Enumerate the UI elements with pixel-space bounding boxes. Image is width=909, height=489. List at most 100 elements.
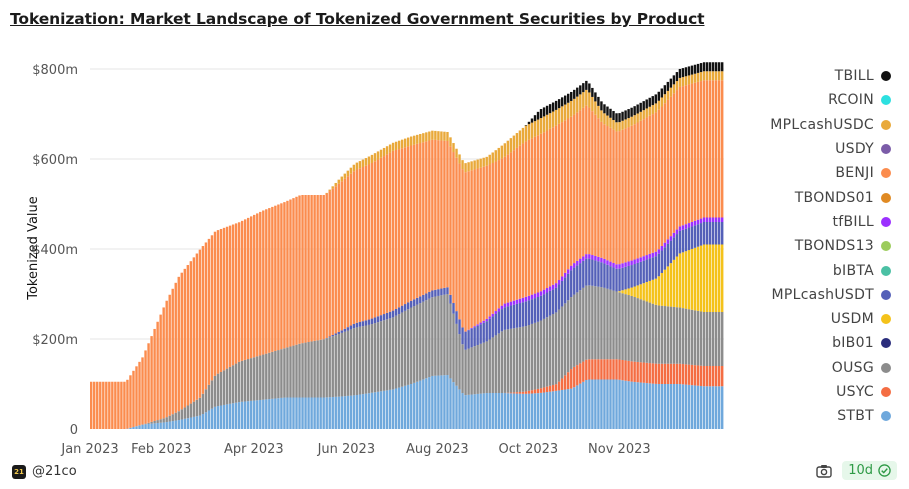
bar-segment-STBT — [159, 422, 162, 429]
bar-segment-MPLcashUSDT — [585, 258, 588, 286]
bar-segment-MPLcashUSDT — [678, 230, 682, 254]
bar-segment-STBT — [407, 384, 410, 429]
series-MPLcashUSDT[interactable] — [325, 222, 724, 350]
legend-item-tfbill[interactable]: tfBILL — [770, 210, 891, 234]
bar-segment-STBT — [147, 423, 150, 429]
bar-segment-MPLcashUSDC — [554, 109, 558, 126]
camera-icon[interactable] — [816, 464, 832, 478]
bar-segment-MPLcashUSDT — [648, 258, 651, 281]
bar-segment-STBT — [283, 397, 286, 429]
legend-item-stbt[interactable]: STBT — [770, 404, 891, 428]
bar-segment-MPLcashUSDT — [545, 292, 549, 318]
legend-item-bibta[interactable]: bIBTA — [770, 258, 891, 282]
bar-segment-STBT — [256, 400, 259, 429]
bar-segment-tfBILL — [539, 291, 543, 296]
bar-segment-BENJI — [536, 135, 540, 293]
bar-segment-STBT — [654, 383, 657, 429]
bar-segment-BENJI — [470, 170, 473, 328]
bar-segment-STBT — [567, 389, 570, 429]
bar-segment-tfBILL — [609, 261, 612, 267]
series-USDM[interactable] — [618, 244, 724, 313]
x-tick-label: Jan 2023 — [60, 442, 118, 457]
bar-segment-BENJI — [449, 146, 452, 295]
bar-segment-MPLcashUSDC — [630, 116, 633, 126]
bar-segment-STBT — [669, 384, 673, 429]
bar-segment-TBILL — [621, 111, 624, 121]
bar-segment-BENJI — [696, 81, 700, 220]
series-tfBILL[interactable] — [464, 217, 724, 332]
bar-segment-OUSG — [563, 303, 567, 376]
bar-segment-STBT — [204, 412, 208, 429]
bar-segment-MPLcashUSDT — [681, 229, 685, 253]
bar-segment-STBT — [189, 417, 193, 429]
legend-item-tbill[interactable]: TBILL — [770, 64, 891, 88]
legend-item-mplcashusdt[interactable]: MPLcashUSDT — [770, 283, 891, 307]
bar-segment-MPLcashUSDT — [527, 300, 531, 325]
bar-segment-STBT — [711, 386, 715, 429]
bar-segment-OUSG — [216, 373, 220, 407]
bar-segment-MPLcashUSDC — [422, 133, 425, 143]
bar-segment-STBT — [186, 418, 190, 429]
bar-segment-USYC — [563, 375, 567, 390]
series-BENJI[interactable] — [90, 80, 724, 429]
bar-segment-OUSG — [684, 308, 688, 365]
legend-item-bib01[interactable]: bIB01 — [770, 331, 891, 355]
bar-segment-USYC — [645, 362, 648, 384]
legend-item-benji[interactable]: BENJI — [770, 161, 891, 185]
bar-segment-BENJI — [204, 242, 208, 390]
bar-segment-MPLcashUSDC — [603, 113, 606, 125]
legend-item-tbonds01[interactable]: TBONDS01 — [770, 185, 891, 209]
bar-segment-STBT — [449, 378, 452, 429]
bar-segment-MPLcashUSDT — [506, 306, 510, 330]
bar-segment-STBT — [714, 386, 718, 429]
bar-segment-OUSG — [298, 343, 301, 398]
bar-segment-MPLcashUSDT — [497, 311, 500, 334]
legend-item-tbonds13[interactable]: TBONDS13 — [770, 234, 891, 258]
bar-segment-tfBILL — [702, 217, 706, 222]
bar-segment-BENJI — [195, 253, 199, 400]
bar-segment-STBT — [135, 426, 138, 429]
brand-handle[interactable]: @21co — [32, 464, 77, 479]
bar-segment-OUSG — [277, 350, 280, 399]
bar-segment-TBILL — [548, 104, 552, 114]
bar-segment-USDM — [714, 244, 718, 312]
series-OUSG[interactable] — [144, 285, 724, 425]
legend-label: bIBTA — [832, 262, 874, 279]
bar-segment-BENJI — [678, 86, 682, 227]
bar-segment-tfBILL — [627, 261, 630, 266]
series-MPLcashUSDC[interactable] — [325, 71, 724, 194]
bar-segment-TBILL — [536, 111, 540, 120]
bar-segment-STBT — [687, 384, 691, 429]
series-USYC[interactable] — [503, 359, 724, 394]
bar-segment-USYC — [515, 392, 519, 394]
legend-item-rcoin[interactable]: RCOIN — [770, 88, 891, 112]
legend-item-usdy[interactable]: USDY — [770, 137, 891, 161]
legend-swatch-icon — [881, 338, 891, 349]
bar-segment-BENJI — [337, 183, 340, 332]
legend-item-usyc[interactable]: USYC — [770, 380, 891, 404]
bar-segment-OUSG — [171, 414, 174, 422]
bar-segment-OUSG — [663, 306, 667, 364]
bar-segment-OUSG — [654, 304, 657, 364]
series-STBT[interactable] — [126, 375, 724, 429]
bar-segment-OUSG — [413, 306, 416, 383]
bar-segment-MPLcashUSDT — [603, 263, 606, 288]
legend-label: MPLcashUSDC — [770, 116, 874, 133]
series-TBILL[interactable] — [524, 62, 724, 126]
bar-segment-OUSG — [301, 343, 304, 398]
bar-segment-BENJI — [407, 146, 410, 303]
bar-segment-OUSG — [449, 303, 452, 379]
bar-segment-USYC — [708, 366, 712, 387]
bar-segment-tfBILL — [506, 302, 510, 307]
legend-label: STBT — [837, 408, 874, 425]
bar-segment-TBILL — [678, 68, 682, 78]
bar-segment-MPLcashUSDC — [331, 186, 334, 189]
legend-item-usdm[interactable]: USDM — [770, 307, 891, 331]
bar-segment-BENJI — [400, 148, 404, 306]
legend-item-ousg[interactable]: OUSG — [770, 356, 891, 380]
legend-item-mplcashusdc[interactable]: MPLcashUSDC — [770, 113, 891, 137]
refresh-status-badge[interactable]: 10d — [842, 461, 897, 480]
bar-segment-MPLcashUSDT — [576, 265, 579, 293]
brand-footer[interactable]: 21 @21co — [12, 464, 77, 479]
bar-segment-MPLcashUSDT — [413, 299, 416, 307]
